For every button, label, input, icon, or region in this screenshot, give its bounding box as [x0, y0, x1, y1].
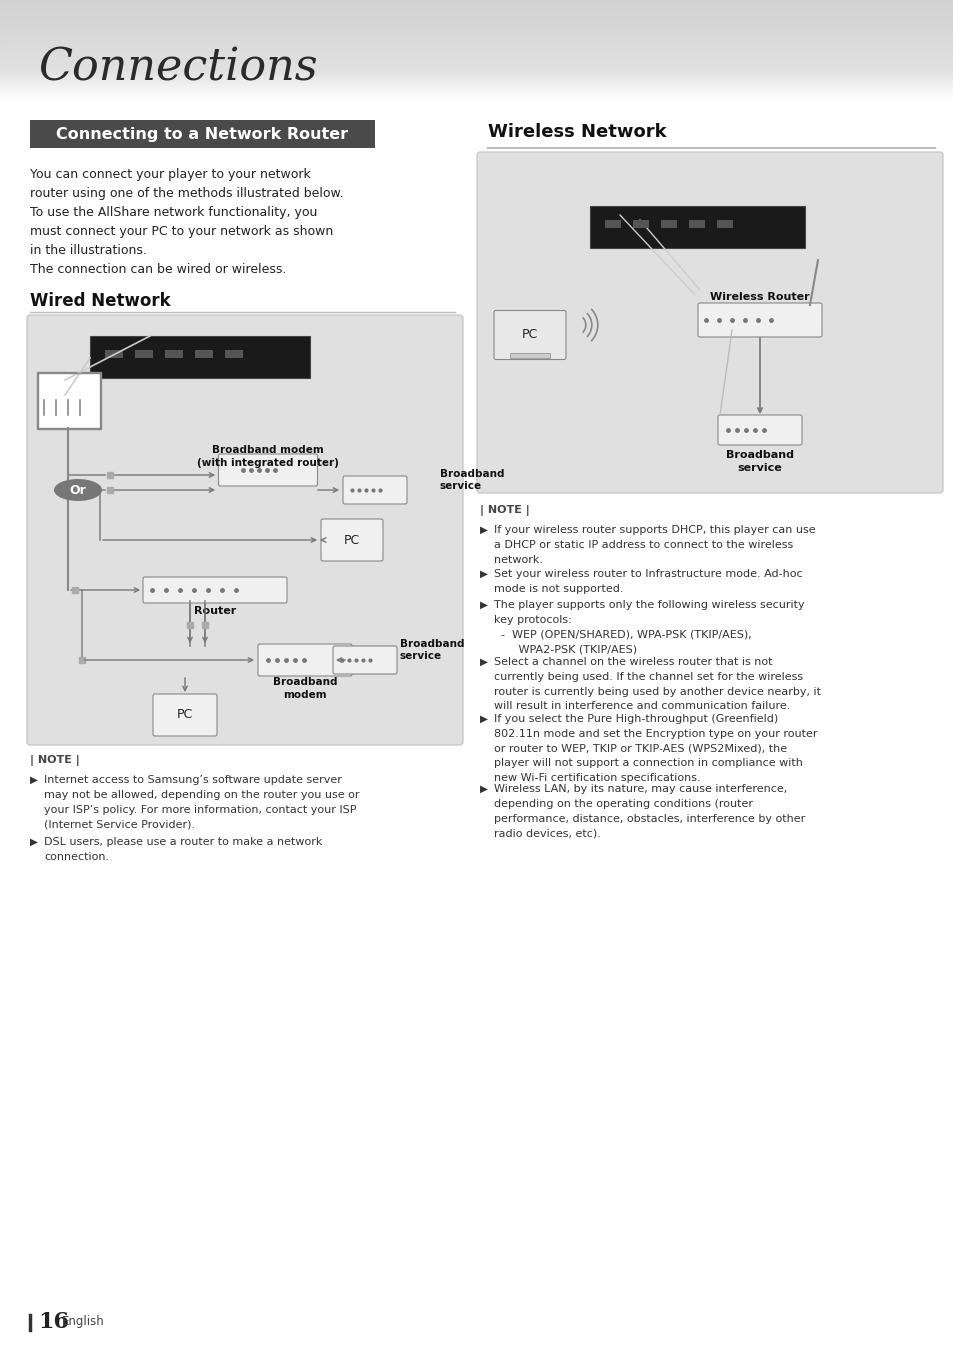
FancyBboxPatch shape	[343, 477, 407, 504]
Text: 16: 16	[38, 1311, 69, 1332]
Text: ▶: ▶	[479, 784, 488, 793]
Text: Broadband
service: Broadband service	[725, 450, 793, 473]
Text: Or: Or	[70, 483, 87, 497]
Text: English: English	[62, 1316, 105, 1328]
Text: | NOTE |: | NOTE |	[30, 756, 80, 766]
Text: The player supports only the following wireless security
key protocols:
  -  WEP: The player supports only the following w…	[494, 600, 803, 654]
FancyBboxPatch shape	[320, 519, 382, 561]
Bar	[633, 219, 648, 227]
Bar	[688, 219, 704, 227]
Text: ▶: ▶	[479, 569, 488, 580]
Text: Router: Router	[193, 607, 236, 616]
FancyBboxPatch shape	[718, 414, 801, 445]
Text: Wireless Router: Wireless Router	[709, 292, 809, 302]
Text: Broadband
modem: Broadband modem	[273, 677, 337, 700]
Text: Select a channel on the wireless router that is not
currently being used. If the: Select a channel on the wireless router …	[494, 657, 821, 711]
FancyBboxPatch shape	[257, 645, 352, 676]
Text: If your wireless router supports DHCP, this player can use
a DHCP or static IP a: If your wireless router supports DHCP, t…	[494, 525, 815, 565]
Text: Broadband
service: Broadband service	[399, 639, 464, 661]
Text: Wireless LAN, by its nature, may cause interference,
depending on the operating : Wireless LAN, by its nature, may cause i…	[494, 784, 804, 838]
Text: | NOTE |: | NOTE |	[479, 505, 529, 516]
FancyBboxPatch shape	[218, 454, 317, 486]
Bar	[194, 349, 213, 357]
Bar	[604, 219, 620, 227]
Text: Broadband modem
(with integrated router): Broadband modem (with integrated router)	[197, 445, 338, 467]
FancyBboxPatch shape	[476, 152, 942, 493]
Bar	[165, 349, 183, 357]
FancyBboxPatch shape	[589, 206, 804, 248]
Bar	[510, 353, 550, 357]
Text: ▶: ▶	[479, 714, 488, 724]
FancyBboxPatch shape	[27, 315, 462, 745]
FancyBboxPatch shape	[143, 577, 287, 603]
Text: PC: PC	[521, 329, 537, 341]
FancyBboxPatch shape	[30, 121, 375, 148]
FancyBboxPatch shape	[333, 646, 396, 674]
Text: Connections: Connections	[38, 46, 317, 89]
Bar	[717, 219, 732, 227]
FancyBboxPatch shape	[37, 372, 101, 429]
FancyBboxPatch shape	[494, 310, 565, 360]
Text: DSL users, please use a router to make a network
connection.: DSL users, please use a router to make a…	[44, 837, 322, 861]
Text: ▶: ▶	[479, 600, 488, 611]
Text: If you select the Pure High-throughput (Greenfield)
802.11n mode and set the Enc: If you select the Pure High-throughput (…	[494, 714, 817, 783]
Text: Connecting to a Network Router: Connecting to a Network Router	[56, 126, 348, 142]
Ellipse shape	[54, 479, 102, 501]
Text: ▶: ▶	[30, 837, 38, 848]
Text: Internet access to Samsung’s software update server
may not be allowed, dependin: Internet access to Samsung’s software up…	[44, 774, 359, 830]
Text: Set your wireless router to Infrastructure mode. Ad-hoc
mode is not supported.: Set your wireless router to Infrastructu…	[494, 569, 801, 594]
Bar	[135, 349, 152, 357]
Text: ▶: ▶	[30, 774, 38, 785]
Bar	[38, 372, 100, 428]
Text: PC: PC	[343, 533, 359, 547]
Text: Wireless Network: Wireless Network	[488, 123, 666, 141]
Bar	[105, 349, 123, 357]
Bar	[225, 349, 243, 357]
FancyBboxPatch shape	[698, 303, 821, 337]
Text: ▶: ▶	[479, 525, 488, 535]
Text: ▶: ▶	[479, 657, 488, 668]
Text: Wired Network: Wired Network	[30, 292, 171, 310]
Bar	[660, 219, 677, 227]
FancyBboxPatch shape	[90, 336, 310, 378]
Text: You can connect your player to your network
router using one of the methods illu: You can connect your player to your netw…	[30, 168, 343, 276]
FancyBboxPatch shape	[152, 695, 216, 737]
Text: PC: PC	[176, 708, 193, 722]
Text: Broadband
service: Broadband service	[439, 468, 504, 492]
